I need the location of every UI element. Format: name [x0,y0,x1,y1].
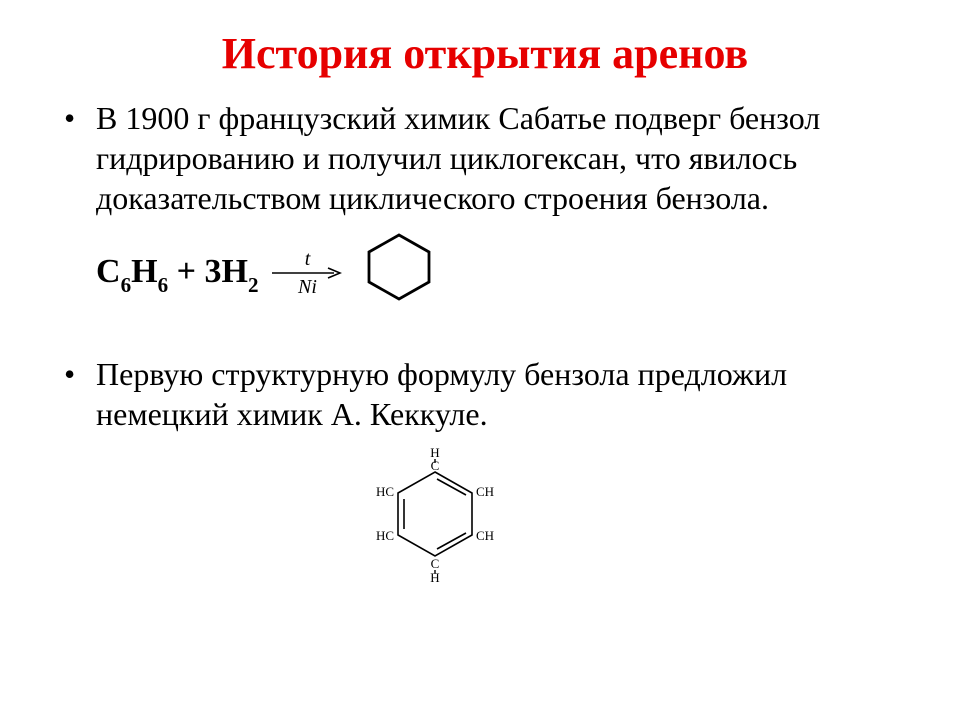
eq-C: C [96,253,121,290]
bullet-list-2: Первую структурную формулу бензола предл… [60,354,910,434]
slide-title: История открытия аренов [60,30,910,78]
eq-text: C6H6 + 3H2 [96,251,258,296]
bullet-1-text: В 1900 г французский химик Сабатье подве… [96,100,820,216]
reaction-arrow: t Ni [272,249,342,297]
eq-sub6b: 6 [158,273,169,297]
eq-sub2: 2 [248,273,259,297]
lbl-ll: HC [376,528,394,543]
arrow-top-label: t [305,249,311,269]
lbl-lr: CH [476,528,494,543]
bullet-2-text: Первую структурную формулу бензола предл… [96,356,787,432]
lbl-bot-C: C [431,556,440,571]
bullet-item-2: Первую структурную формулу бензола предл… [60,354,910,434]
slide: История открытия аренов В 1900 г француз… [0,0,960,720]
benzene-structure: H C CH CH C H HC HC [360,446,910,595]
eq-plus: + 3H [168,253,248,290]
eq-sub6a: 6 [121,273,132,297]
arrow-bottom-label: Ni [298,277,317,297]
equation-line: C6H6 + 3H2 t Ni [96,230,910,316]
bullet-list: В 1900 г французский химик Сабатье подве… [60,98,910,218]
bullet-item-1: В 1900 г французский химик Сабатье подве… [60,98,910,218]
lbl-ur: CH [476,484,494,499]
lbl-ul: HC [376,484,394,499]
slide-body: В 1900 г французский химик Сабатье подве… [60,98,910,595]
cyclohexane-icon [362,230,436,316]
eq-H: H [131,253,157,290]
